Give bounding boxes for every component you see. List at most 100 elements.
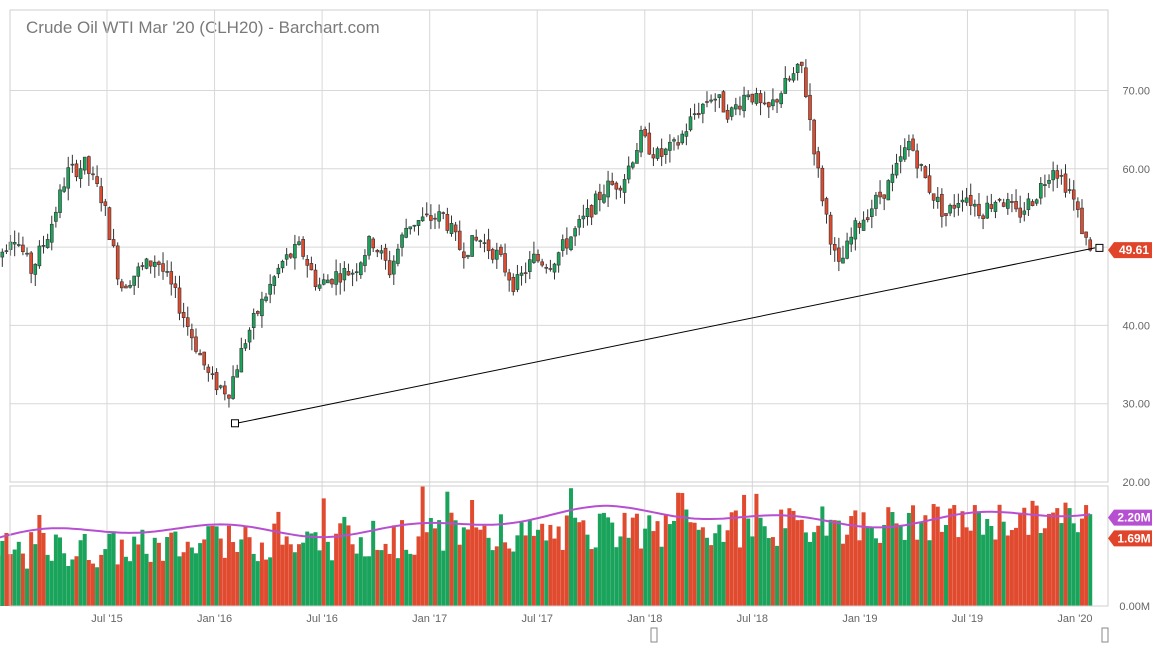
candle-body bbox=[742, 94, 746, 112]
volume-bar bbox=[193, 553, 198, 606]
candle-body bbox=[519, 272, 524, 276]
candle-body bbox=[585, 208, 590, 218]
chart-title: Crude Oil WTI Mar '20 (CLH20) - Barchart… bbox=[26, 18, 380, 37]
candle-body bbox=[1018, 207, 1022, 218]
volume-bar bbox=[713, 533, 718, 606]
candle-body bbox=[696, 112, 701, 116]
volume-bar bbox=[214, 526, 219, 606]
candle-body bbox=[1067, 189, 1072, 191]
volume-bar bbox=[161, 560, 166, 606]
volume-bar bbox=[1026, 534, 1031, 606]
volume-bar bbox=[618, 536, 623, 606]
candle-body bbox=[21, 244, 25, 252]
candle-body bbox=[202, 351, 207, 366]
volume-bar bbox=[338, 523, 343, 606]
range-handle-right[interactable] bbox=[1101, 627, 1109, 643]
volume-bar bbox=[90, 563, 95, 606]
volume-bar bbox=[672, 520, 677, 606]
candle-body bbox=[754, 93, 759, 104]
candle-body bbox=[882, 194, 886, 199]
candle-body bbox=[177, 287, 182, 314]
candle-body bbox=[260, 298, 264, 317]
candle-body bbox=[544, 267, 549, 269]
volume-bar bbox=[354, 553, 359, 606]
volume-bar bbox=[927, 540, 932, 606]
volume-bar bbox=[700, 527, 705, 606]
volume-bar bbox=[181, 552, 186, 606]
candle-body bbox=[185, 317, 190, 327]
last-volume-tag: 1.69M bbox=[1117, 531, 1150, 545]
volume-bar bbox=[803, 532, 808, 606]
range-handle-left[interactable] bbox=[650, 627, 658, 643]
candle-body bbox=[560, 239, 565, 251]
volume-bar bbox=[775, 545, 780, 606]
candle-body bbox=[626, 165, 631, 180]
volume-bar bbox=[511, 551, 516, 606]
volume-bar bbox=[964, 527, 969, 606]
candle-body bbox=[433, 217, 437, 220]
candle-body bbox=[960, 199, 965, 203]
volume-bar bbox=[762, 526, 767, 606]
volume-bar bbox=[243, 526, 248, 606]
volume-bar bbox=[474, 527, 479, 606]
candle-body bbox=[272, 276, 277, 286]
volume-bar bbox=[507, 548, 512, 606]
volume-bar bbox=[288, 544, 293, 606]
volume-bar bbox=[292, 552, 297, 606]
candle-body bbox=[1047, 180, 1051, 184]
volume-bar bbox=[935, 506, 940, 606]
candle-body bbox=[33, 263, 38, 275]
volume-bar bbox=[552, 538, 557, 606]
volume-bar bbox=[395, 558, 400, 606]
volume-bar bbox=[931, 504, 936, 606]
volume-bar bbox=[226, 525, 231, 606]
candle-body bbox=[894, 162, 899, 176]
candle-body bbox=[795, 63, 800, 73]
volume-bar bbox=[832, 520, 837, 606]
candle-body bbox=[692, 113, 697, 115]
volume-bar bbox=[177, 556, 182, 606]
volume-bar bbox=[882, 524, 887, 606]
candle-body bbox=[643, 128, 647, 137]
time-tick-label: Jul '17 bbox=[521, 613, 552, 625]
candle-body bbox=[78, 168, 83, 179]
candle-body bbox=[672, 139, 676, 142]
candle-body bbox=[194, 336, 198, 352]
candle-body bbox=[750, 93, 755, 103]
candle-body bbox=[276, 267, 281, 275]
volume-bar bbox=[849, 516, 854, 606]
volume-bar bbox=[721, 541, 726, 606]
candle-body bbox=[449, 222, 454, 234]
price-tick-label: 40.00 bbox=[1122, 320, 1150, 332]
volume-bar bbox=[1018, 512, 1023, 606]
candle-body bbox=[317, 284, 322, 289]
volume-bar bbox=[1088, 514, 1093, 606]
candle-body bbox=[1022, 210, 1027, 215]
candle-body bbox=[915, 150, 919, 169]
candle-body bbox=[927, 175, 932, 193]
candle-body bbox=[334, 271, 338, 285]
volume-bar bbox=[202, 539, 207, 606]
candle-body bbox=[387, 260, 392, 276]
candle-body bbox=[602, 194, 606, 203]
candle-body bbox=[857, 222, 862, 228]
volume-bar bbox=[523, 535, 528, 606]
volume-bar bbox=[1051, 512, 1056, 606]
volume-bar bbox=[1009, 530, 1014, 606]
candle-body bbox=[420, 216, 425, 222]
candle-body bbox=[342, 268, 347, 281]
candle-body bbox=[457, 230, 462, 250]
volume-bar bbox=[680, 493, 685, 606]
candle-body bbox=[981, 215, 985, 220]
volume-bar bbox=[457, 544, 462, 606]
candle-body bbox=[482, 242, 487, 244]
volume-bar bbox=[148, 561, 153, 606]
candle-body bbox=[762, 102, 767, 105]
volume-bar bbox=[750, 536, 755, 606]
volume-bar bbox=[404, 549, 409, 606]
candle-body bbox=[676, 142, 680, 146]
volume-bar bbox=[325, 541, 330, 606]
volume-bar bbox=[82, 533, 87, 606]
volume-bar bbox=[4, 532, 9, 606]
